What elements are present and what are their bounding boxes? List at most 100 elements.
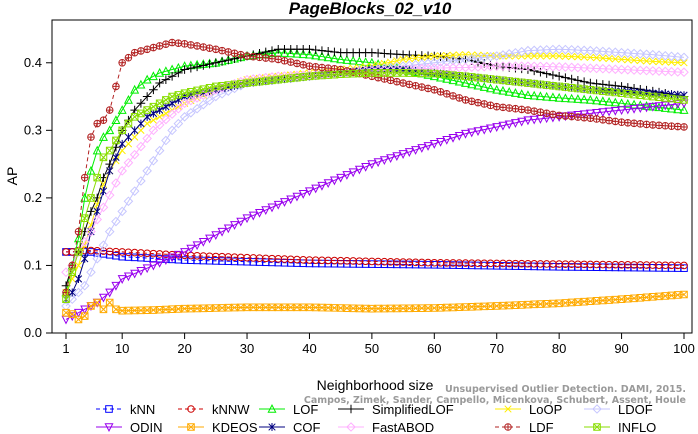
simplifiedlof-point bbox=[192, 62, 202, 72]
odin-point bbox=[654, 102, 664, 112]
ldf-point bbox=[561, 112, 570, 120]
legend-marker bbox=[267, 404, 277, 413]
loop-point bbox=[667, 58, 676, 66]
cof-point bbox=[137, 119, 145, 128]
legend-marker bbox=[346, 422, 356, 432]
ldf-point bbox=[605, 116, 613, 125]
ldof-point bbox=[129, 186, 140, 196]
ldof-point bbox=[560, 44, 571, 55]
kdeos-point bbox=[99, 305, 108, 314]
watermark: Unsupervised Outlier Detection. DAMI, 20… bbox=[304, 384, 686, 406]
ldof-point bbox=[61, 301, 71, 311]
legend-item-kdeos: KDEOS bbox=[178, 420, 258, 434]
loop-point bbox=[636, 56, 644, 65]
ldof-point bbox=[554, 44, 564, 55]
odin-point bbox=[273, 200, 283, 210]
ldf-point bbox=[224, 48, 233, 56]
legend-label: kNN bbox=[130, 402, 155, 417]
inflo-point bbox=[243, 79, 251, 87]
x-tick-label: 60 bbox=[427, 341, 441, 356]
legend-marker bbox=[592, 404, 602, 414]
lof-point bbox=[336, 54, 346, 64]
lof-point bbox=[80, 192, 90, 202]
ldf-point bbox=[411, 82, 420, 90]
odin-point bbox=[510, 119, 520, 128]
odin-point bbox=[379, 156, 389, 166]
simplifiedlof-point bbox=[199, 61, 208, 70]
fastabod-point bbox=[79, 236, 90, 247]
odin-point bbox=[666, 100, 677, 110]
ldf-point bbox=[511, 104, 520, 113]
fastabod-point bbox=[616, 64, 627, 75]
simplifiedlof-point bbox=[186, 63, 196, 73]
fastabod-point bbox=[498, 61, 508, 71]
ldf-point bbox=[567, 112, 576, 121]
inflo-point bbox=[286, 74, 295, 83]
ldof-point bbox=[573, 45, 583, 55]
lof-point bbox=[161, 66, 171, 76]
lof-point bbox=[579, 94, 589, 104]
ldf-point bbox=[680, 123, 688, 131]
inflo-point bbox=[137, 109, 145, 118]
inflo-point bbox=[274, 75, 283, 84]
legend-label: KDEOS bbox=[212, 420, 258, 434]
fastabod-point bbox=[73, 247, 84, 257]
odin-point bbox=[529, 115, 539, 125]
series-knnw bbox=[62, 246, 688, 270]
lof-point bbox=[604, 96, 614, 106]
odin-point bbox=[523, 116, 533, 126]
odin-point bbox=[248, 211, 258, 221]
odin-point bbox=[148, 261, 158, 271]
lof-point bbox=[592, 95, 602, 105]
loop-point bbox=[649, 57, 657, 66]
x-tick-label: 40 bbox=[302, 341, 316, 356]
odin-point bbox=[73, 308, 84, 318]
loop-point bbox=[630, 56, 638, 64]
loop-point bbox=[624, 56, 632, 64]
inflo-point bbox=[93, 173, 102, 182]
simplifiedlof-point bbox=[554, 71, 564, 81]
legend-item-knnw: kNNW bbox=[178, 402, 250, 417]
simplifiedlof-point bbox=[136, 99, 146, 108]
inflo-point bbox=[118, 126, 126, 135]
ldf-point bbox=[299, 61, 308, 69]
ldof-point bbox=[198, 99, 209, 110]
ldf-point bbox=[236, 50, 245, 59]
ldf-point bbox=[193, 42, 201, 50]
x-tick-label: 80 bbox=[552, 341, 566, 356]
cof-point bbox=[118, 139, 126, 148]
lof-point bbox=[130, 84, 140, 94]
fastabod-point bbox=[123, 157, 134, 168]
odin-point bbox=[242, 214, 252, 224]
inflo-point bbox=[74, 248, 83, 256]
fastabod-point bbox=[510, 61, 521, 71]
loop-point bbox=[599, 54, 607, 62]
odin-point bbox=[617, 106, 627, 116]
loop-point bbox=[674, 58, 682, 67]
ldof-point bbox=[204, 95, 215, 106]
inflo-point bbox=[155, 99, 164, 108]
ldf-point bbox=[243, 52, 251, 60]
watermark-line-1: Unsupervised Outlier Detection. DAMI, 20… bbox=[445, 384, 686, 395]
loop-point bbox=[124, 140, 133, 148]
ldf-point bbox=[187, 41, 195, 49]
ldof-point bbox=[173, 118, 184, 129]
ldf-point bbox=[261, 54, 270, 62]
odin-point bbox=[485, 124, 496, 134]
ldf-point bbox=[149, 43, 158, 52]
fastabod-point bbox=[541, 61, 552, 72]
loop-point bbox=[680, 59, 688, 67]
ldof-point bbox=[579, 45, 589, 56]
lof-point bbox=[298, 49, 308, 59]
odin-point bbox=[417, 144, 427, 153]
legend-item-ldf: LDF bbox=[495, 420, 554, 434]
loop-point bbox=[162, 109, 170, 118]
ldof-point bbox=[629, 48, 639, 59]
ldf-point bbox=[155, 42, 164, 50]
odin-point bbox=[211, 231, 221, 241]
simplifiedlof-point bbox=[330, 47, 339, 57]
x-axis: 1 10 20 30 40 50 60 70 80 90 100 bbox=[62, 333, 695, 356]
lof-point bbox=[498, 85, 508, 95]
series-knn bbox=[62, 248, 688, 272]
ldof-point bbox=[111, 216, 121, 227]
